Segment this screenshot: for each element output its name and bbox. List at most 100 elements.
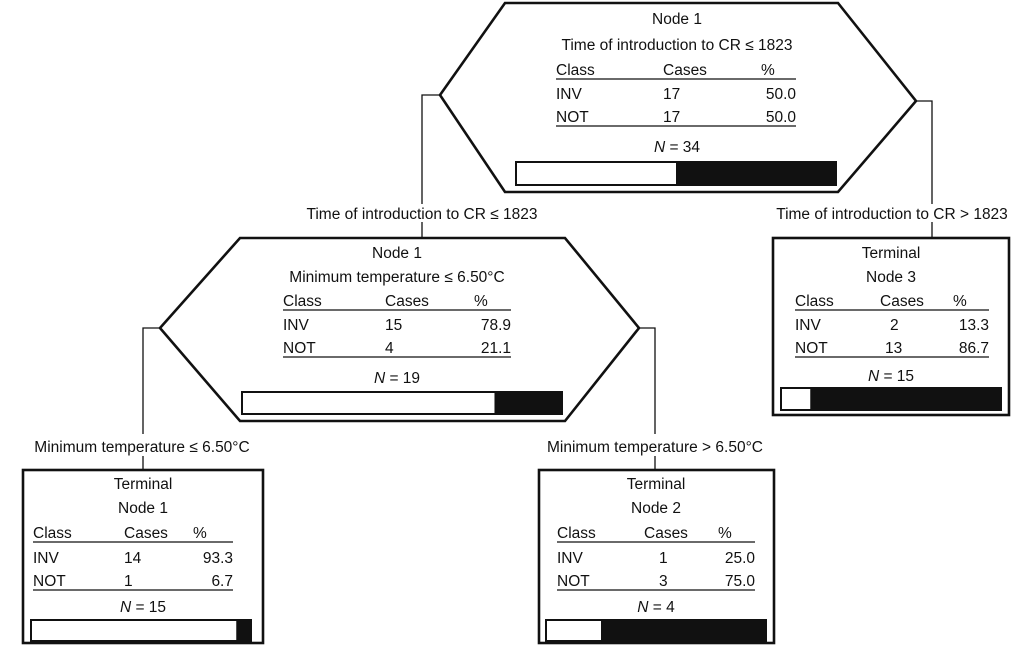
- inner-header-pct: %: [474, 293, 488, 310]
- root-class-bar-not-segment: [676, 162, 836, 185]
- terminal-node-3-line2: Node 3: [866, 269, 916, 286]
- t3-header-class: Class: [795, 293, 834, 310]
- inner-header-class: Class: [283, 293, 322, 310]
- inner-class-bar-inv-segment: [242, 392, 495, 414]
- inner-row-not-pct: 21.1: [481, 340, 511, 357]
- t1-row-inv-class: INV: [33, 550, 60, 567]
- terminal-node-3: Terminal Node 3 Class Cases % INV 2 13.3…: [771, 236, 1011, 417]
- t1-class-bar-frame: [30, 619, 252, 642]
- edge-label-inner-left: Minimum temperature ≤ 6.50°C: [34, 439, 249, 456]
- root-row-not-class: NOT: [556, 109, 589, 126]
- root-row-not-cases: 17: [663, 109, 680, 126]
- t2-class-bar-frame: [545, 619, 767, 642]
- root-header-cases: Cases: [663, 62, 707, 79]
- t2-class-bar-not-segment: [601, 620, 766, 641]
- edge-label-root-right: Time of introduction to CR > 1823: [776, 206, 1008, 223]
- terminal-node-2-line2: Node 2: [631, 500, 681, 517]
- inner-row-not-cases: 4: [385, 340, 394, 357]
- t2-row-not-cases: 3: [659, 573, 668, 590]
- root-class-bar-inv-segment: [516, 162, 676, 185]
- edge-label-root-left: Time of introduction to CR ≤ 1823: [306, 206, 537, 223]
- connector-root-right: [916, 100, 933, 204]
- terminal-node-2: Terminal Node 2 Class Cases % INV 1 25.0…: [537, 468, 776, 645]
- inner-class-bar: [241, 391, 563, 415]
- inner-node-title: Node 1: [372, 245, 422, 262]
- root-n-total: N = 34: [654, 139, 700, 156]
- t1-header-cases: Cases: [124, 525, 168, 542]
- t2-row-not-class: NOT: [557, 573, 590, 590]
- t3-row-not-pct: 86.7: [959, 340, 989, 357]
- t3-header-cases: Cases: [880, 293, 924, 310]
- t1-row-inv-pct: 93.3: [203, 550, 233, 567]
- t3-class-bar-not-segment: [810, 388, 1001, 410]
- t3-row-not-class: NOT: [795, 340, 828, 357]
- inner-header-cases: Cases: [385, 293, 429, 310]
- t2-class-bar: [545, 619, 767, 642]
- t1-row-not-cases: 1: [124, 573, 133, 590]
- root-node: Node 1 Time of introduction to CR ≤ 1823…: [438, 1, 918, 194]
- root-class-bar-frame: [515, 161, 837, 186]
- t3-row-inv-pct: 13.3: [959, 317, 989, 334]
- terminal-node-1-line2: Node 1: [118, 500, 168, 517]
- terminal-node-1: Terminal Node 1 Class Cases % INV 14 93.…: [21, 468, 265, 645]
- connector-inner-right: [639, 327, 656, 434]
- t1-class-bar-inv-segment: [31, 620, 237, 641]
- edge-label-inner-right: Minimum temperature > 6.50°C: [547, 439, 763, 456]
- t1-class-bar: [30, 619, 252, 642]
- inner-row-not-class: NOT: [283, 340, 316, 357]
- terminal-node-2-line1: Terminal: [627, 476, 686, 493]
- terminal-node-3-box: [771, 236, 1011, 417]
- root-header-pct: %: [761, 62, 775, 79]
- t1-row-not-class: NOT: [33, 573, 66, 590]
- t2-n-total: N = 4: [637, 599, 675, 616]
- t1-row-inv-cases: 14: [124, 550, 142, 567]
- t3-class-bar: [780, 387, 1002, 411]
- root-row-inv-class: INV: [556, 86, 583, 103]
- t1-header-pct: %: [193, 525, 207, 542]
- inner-node-shape: [158, 236, 641, 423]
- inner-node-split: Minimum temperature ≤ 6.50°C: [289, 269, 504, 286]
- t3-row-inv-class: INV: [795, 317, 822, 334]
- t2-header-class: Class: [557, 525, 596, 542]
- terminal-node-3-line1: Terminal: [862, 245, 921, 262]
- t2-row-not-pct: 75.0: [725, 573, 756, 590]
- root-class-bar: [515, 161, 837, 186]
- t1-n-total: N = 15: [120, 599, 166, 616]
- connectors: [142, 94, 933, 470]
- t2-header-cases: Cases: [644, 525, 688, 542]
- root-row-inv-cases: 17: [663, 86, 680, 103]
- t2-row-inv-class: INV: [557, 550, 584, 567]
- t3-row-inv-cases: 2: [890, 317, 899, 334]
- t2-class-bar-inv-segment: [546, 620, 601, 641]
- t3-n-total: N = 15: [868, 368, 914, 385]
- t3-class-bar-inv-segment: [781, 388, 811, 410]
- root-node-shape: [438, 1, 918, 194]
- t3-row-not-cases: 13: [885, 340, 902, 357]
- terminal-node-1-line1: Terminal: [114, 476, 173, 493]
- t2-header-pct: %: [718, 525, 732, 542]
- t3-class-bar-frame: [780, 387, 1002, 411]
- inner-row-inv-pct: 78.9: [481, 317, 511, 334]
- root-row-inv-pct: 50.0: [766, 86, 797, 103]
- inner-class-bar-frame: [241, 391, 563, 415]
- t3-header-pct: %: [953, 293, 967, 310]
- connector-root-left: [421, 94, 440, 204]
- terminal-node-2-box: [537, 468, 776, 645]
- root-row-not-pct: 50.0: [766, 109, 797, 126]
- t2-row-inv-pct: 25.0: [725, 550, 756, 567]
- t1-class-bar-not-segment: [236, 620, 251, 641]
- root-header-class: Class: [556, 62, 595, 79]
- inner-n-total: N = 19: [374, 370, 420, 387]
- inner-row-inv-cases: 15: [385, 317, 402, 334]
- inner-class-bar-not-segment: [494, 392, 562, 414]
- t1-header-class: Class: [33, 525, 72, 542]
- root-node-split: Time of introduction to CR ≤ 1823: [561, 37, 792, 54]
- t1-row-not-pct: 6.7: [211, 573, 233, 590]
- inner-row-inv-class: INV: [283, 317, 310, 334]
- t2-row-inv-cases: 1: [659, 550, 668, 567]
- root-node-title: Node 1: [652, 11, 702, 28]
- inner-node: Node 1 Minimum temperature ≤ 6.50°C Clas…: [158, 236, 641, 423]
- connector-inner-left: [142, 327, 160, 434]
- terminal-node-1-box: [21, 468, 265, 645]
